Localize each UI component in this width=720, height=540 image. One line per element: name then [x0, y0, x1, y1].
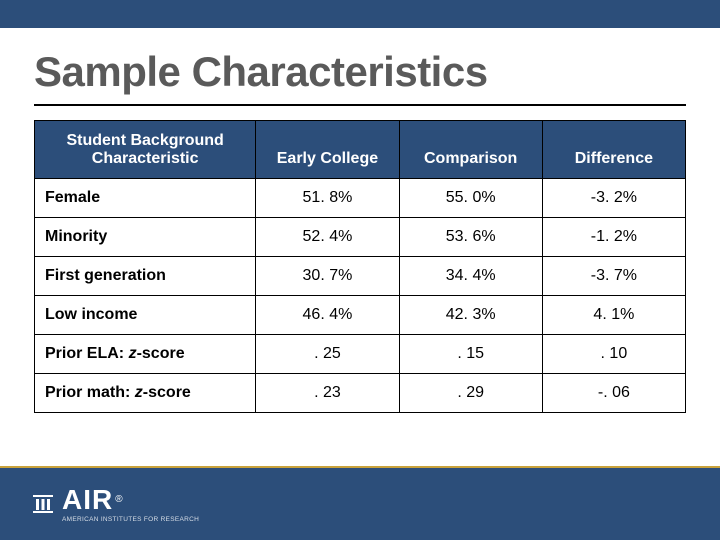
air-logo-icon — [30, 491, 56, 517]
registered-mark: ® — [115, 494, 122, 505]
table-row: Low income 46. 4% 42. 3% 4. 1% — [35, 296, 686, 335]
cell-early: 30. 7% — [256, 257, 399, 296]
table-row: Minority 52. 4% 53. 6% -1. 2% — [35, 218, 686, 257]
air-logo-subtitle: AMERICAN INSTITUTES FOR RESEARCH — [62, 516, 199, 523]
table-body: Female 51. 8% 55. 0% -3. 2% Minority 52.… — [35, 179, 686, 413]
title-underline — [34, 104, 686, 106]
air-logo: AIR® AMERICAN INSTITUTES FOR RESEARCH — [30, 486, 199, 523]
cell-early: 52. 4% — [256, 218, 399, 257]
row-label: First generation — [35, 257, 256, 296]
table-row: Female 51. 8% 55. 0% -3. 2% — [35, 179, 686, 218]
cell-comp: 53. 6% — [399, 218, 542, 257]
slide-content: Sample Characteristics Student Backgroun… — [0, 28, 720, 413]
cell-early: 46. 4% — [256, 296, 399, 335]
col-header-difference: Difference — [542, 121, 685, 179]
table-row: Prior math: z-score . 23 . 29 -. 06 — [35, 374, 686, 413]
cell-comp: 34. 4% — [399, 257, 542, 296]
cell-comp: 55. 0% — [399, 179, 542, 218]
table-header-row: Student Background Characteristic Early … — [35, 121, 686, 179]
table-row: Prior ELA: z-score . 25 . 15 . 10 — [35, 335, 686, 374]
top-accent-bar — [0, 0, 720, 28]
row-label: Prior ELA: z-score — [35, 335, 256, 374]
cell-diff: . 10 — [542, 335, 685, 374]
page-title: Sample Characteristics — [34, 48, 686, 96]
row-label: Low income — [35, 296, 256, 335]
cell-diff: 4. 1% — [542, 296, 685, 335]
air-logo-text: AIR — [62, 484, 113, 515]
cell-early: 51. 8% — [256, 179, 399, 218]
row-label: Minority — [35, 218, 256, 257]
cell-early: . 23 — [256, 374, 399, 413]
cell-comp: . 15 — [399, 335, 542, 374]
air-logo-text-wrap: AIR® AMERICAN INSTITUTES FOR RESEARCH — [62, 486, 199, 523]
cell-comp: 42. 3% — [399, 296, 542, 335]
cell-early: . 25 — [256, 335, 399, 374]
cell-diff: -3. 7% — [542, 257, 685, 296]
footer-bar: AIR® AMERICAN INSTITUTES FOR RESEARCH — [0, 468, 720, 540]
characteristics-table: Student Background Characteristic Early … — [34, 120, 686, 413]
col-header-comparison: Comparison — [399, 121, 542, 179]
col-header-early-college: Early College — [256, 121, 399, 179]
table-row: First generation 30. 7% 34. 4% -3. 7% — [35, 257, 686, 296]
cell-diff: -3. 2% — [542, 179, 685, 218]
row-label: Prior math: z-score — [35, 374, 256, 413]
cell-comp: . 29 — [399, 374, 542, 413]
row-label: Female — [35, 179, 256, 218]
cell-diff: -1. 2% — [542, 218, 685, 257]
col-header-characteristic: Student Background Characteristic — [35, 121, 256, 179]
cell-diff: -. 06 — [542, 374, 685, 413]
